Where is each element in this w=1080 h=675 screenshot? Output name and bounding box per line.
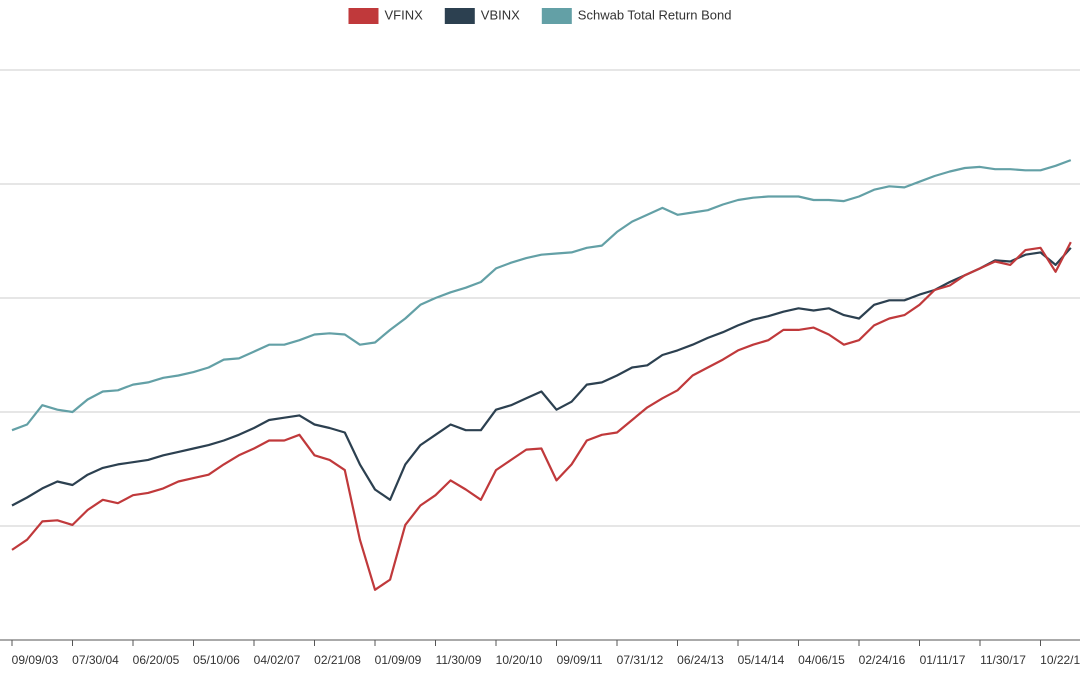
x-tick-label: 02/21/08 [314, 653, 361, 667]
x-tick-label: 09/09/11 [557, 653, 603, 667]
series-line [11, 159, 1072, 432]
legend-swatch [444, 8, 475, 24]
x-tick-label: 05/10/06 [193, 653, 240, 667]
legend-label: VBINX [481, 7, 520, 22]
x-tick-label: 06/24/13 [677, 653, 724, 667]
x-tick-label: 10/22/18 [1040, 653, 1080, 667]
x-tick-label: 09/09/03 [12, 653, 59, 667]
x-tick-label: 06/20/05 [133, 653, 180, 667]
x-tick-label: 11/30/17 [980, 653, 1026, 667]
legend-label: VFINX [384, 7, 423, 22]
x-tick-label: 01/11/17 [920, 653, 966, 667]
x-tick-label: 10/20/10 [496, 653, 543, 667]
x-tick-label: 07/30/04 [72, 653, 119, 667]
x-tick-label: 01/09/09 [375, 653, 422, 667]
x-tick-label: 02/24/16 [859, 653, 906, 667]
legend-swatch [348, 8, 379, 24]
x-tick-label: 04/02/07 [254, 653, 301, 667]
x-tick-label: 04/06/15 [798, 653, 845, 667]
series-line [11, 241, 1072, 591]
legend-label: Schwab Total Return Bond [578, 7, 732, 22]
x-tick-label: 11/30/09 [436, 653, 482, 667]
legend-swatch [541, 8, 572, 24]
x-tick-label: 07/31/12 [617, 653, 664, 667]
series-line [11, 247, 1072, 507]
x-tick-label: 05/14/14 [738, 653, 785, 667]
